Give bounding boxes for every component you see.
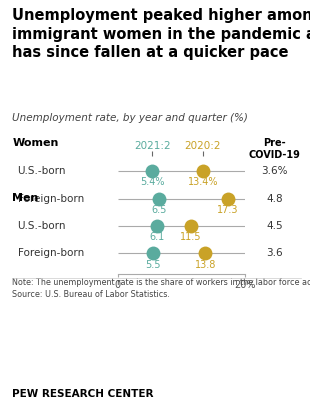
Text: Women: Women	[12, 138, 59, 148]
Text: Foreign-born: Foreign-born	[18, 194, 84, 204]
Text: 6.1: 6.1	[149, 232, 164, 242]
Text: 5.4%: 5.4%	[140, 177, 164, 187]
Point	[150, 168, 155, 174]
Text: 13.4%: 13.4%	[188, 177, 218, 187]
Text: U.S.-born: U.S.-born	[18, 221, 66, 231]
Text: Pre-
COVID-19: Pre- COVID-19	[248, 139, 300, 160]
Point	[225, 195, 230, 202]
Text: 13.8: 13.8	[195, 260, 216, 270]
Point	[154, 223, 159, 229]
Text: 3.6: 3.6	[266, 249, 283, 258]
Text: U.S.-born: U.S.-born	[18, 166, 66, 177]
Point	[188, 223, 193, 229]
Point	[201, 168, 206, 174]
Text: Unemployment peaked higher among
immigrant women in the pandemic and
has since f: Unemployment peaked higher among immigra…	[12, 8, 310, 60]
Text: 6.5: 6.5	[151, 205, 167, 215]
Text: Foreign-born: Foreign-born	[18, 249, 84, 258]
Text: 4.5: 4.5	[266, 221, 283, 231]
Text: 2020:2: 2020:2	[185, 141, 221, 150]
Text: 3.6%: 3.6%	[261, 166, 288, 177]
Text: Men: Men	[12, 193, 39, 203]
Text: 11.5: 11.5	[180, 232, 202, 242]
Text: 4.8: 4.8	[266, 194, 283, 204]
Text: 5.5: 5.5	[145, 260, 161, 270]
Text: 2021:2: 2021:2	[134, 141, 170, 150]
Text: Note: The unemployment rate is the share of workers in the labor force actively : Note: The unemployment rate is the share…	[12, 278, 310, 299]
Point	[150, 250, 155, 257]
Text: PEW RESEARCH CENTER: PEW RESEARCH CENTER	[12, 389, 154, 399]
Text: 17.3: 17.3	[217, 205, 238, 215]
Point	[203, 250, 208, 257]
Text: Unemployment rate, by year and quarter (%): Unemployment rate, by year and quarter (…	[12, 112, 248, 123]
Point	[157, 195, 162, 202]
